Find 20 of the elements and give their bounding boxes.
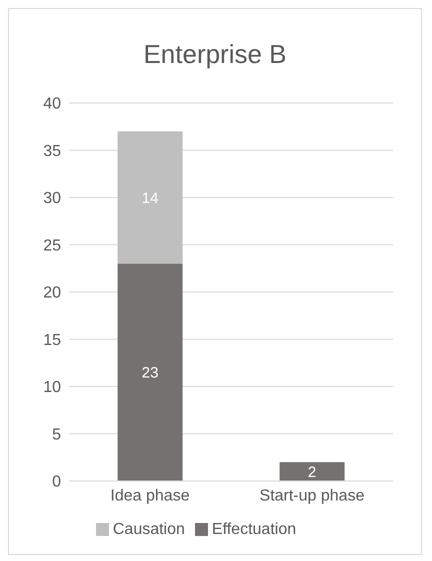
x-tick-label: Idea phase [110, 487, 190, 504]
y-tick-label: 5 [52, 426, 62, 444]
legend-label: Effectuation [212, 521, 296, 538]
y-tick-label: 30 [43, 190, 62, 208]
y-tick-label: 20 [43, 284, 62, 302]
bar [280, 462, 345, 481]
data-label: 14 [142, 190, 158, 207]
legend-label: Causation [112, 521, 185, 538]
data-label: 2 [308, 464, 316, 481]
data-label: 23 [142, 364, 158, 382]
bar [118, 131, 183, 264]
x-tick-label: Start-up phase [260, 487, 365, 504]
y-tick-label: 10 [43, 379, 62, 396]
y-tick-label: 35 [43, 142, 62, 160]
y-tick-label: 40 [43, 96, 62, 113]
y-tick-label: 25 [43, 237, 62, 254]
y-tick-label: 0 [52, 474, 62, 491]
y-tick-label: 15 [43, 332, 62, 349]
chart-title: Enterprise B [142, 39, 288, 71]
bar [118, 264, 183, 481]
